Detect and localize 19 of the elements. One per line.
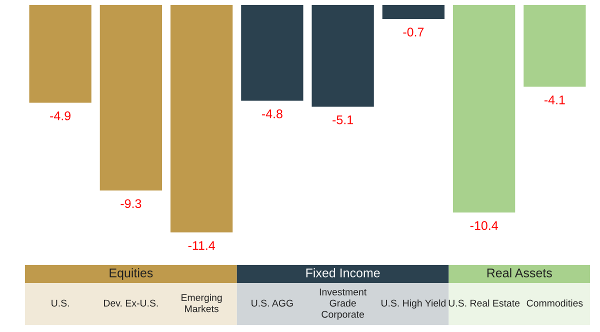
x-tick-label: Dev. Ex-U.S.	[104, 300, 158, 307]
text: Real Assets	[487, 268, 552, 278]
text: Fixed Income	[306, 268, 380, 278]
data-label: -11.4	[188, 241, 215, 250]
x-tick-label: Commodities	[526, 299, 583, 307]
text: Equities	[110, 268, 153, 280]
data-label: -10.4	[470, 221, 498, 230]
x-tick-label: Investment Grade Corporate	[320, 288, 367, 320]
x-tick-label: U.S. Real Estate	[448, 299, 520, 307]
data-label: -9.3	[120, 199, 142, 208]
x-tick-label: U.S.	[52, 300, 69, 307]
data-label: -4.9	[50, 111, 70, 120]
data-label: -4.1	[544, 96, 565, 104]
data-label: -0.7	[403, 28, 424, 36]
x-tick-label: U.S. High Yield	[381, 299, 446, 309]
data-label: -4.8	[262, 109, 282, 118]
data-label: -5.1	[332, 116, 353, 124]
x-tick-label: U.S. AGG	[252, 300, 293, 307]
x-tick-label: Emerging Markets	[182, 294, 222, 312]
